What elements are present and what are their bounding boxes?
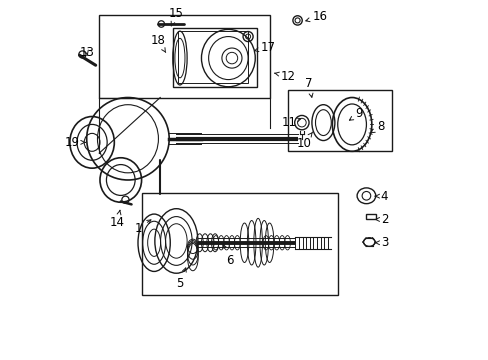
Bar [172,28,257,87]
Text: 16: 16 [305,10,327,23]
Text: 6: 6 [222,244,233,266]
Text: 19: 19 [64,136,85,149]
Text: 14: 14 [109,210,124,229]
Text: 1: 1 [135,220,151,235]
Text: 2: 2 [374,213,387,226]
Bar [365,215,376,219]
Text: 15: 15 [168,8,183,26]
Text: 17: 17 [254,41,275,54]
Text: 8: 8 [370,120,384,133]
Text: 11: 11 [281,116,300,129]
Bar [178,31,247,83]
Text: 9: 9 [349,107,363,120]
Text: 13: 13 [80,46,94,59]
Text: 3: 3 [374,236,387,249]
Text: 18: 18 [151,34,165,53]
Text: 10: 10 [296,132,312,150]
Text: 7: 7 [305,77,312,97]
Bar [287,90,391,151]
Text: 5: 5 [176,268,186,290]
Bar [142,193,337,295]
Text: 12: 12 [274,69,295,82]
Text: 4: 4 [374,190,387,203]
